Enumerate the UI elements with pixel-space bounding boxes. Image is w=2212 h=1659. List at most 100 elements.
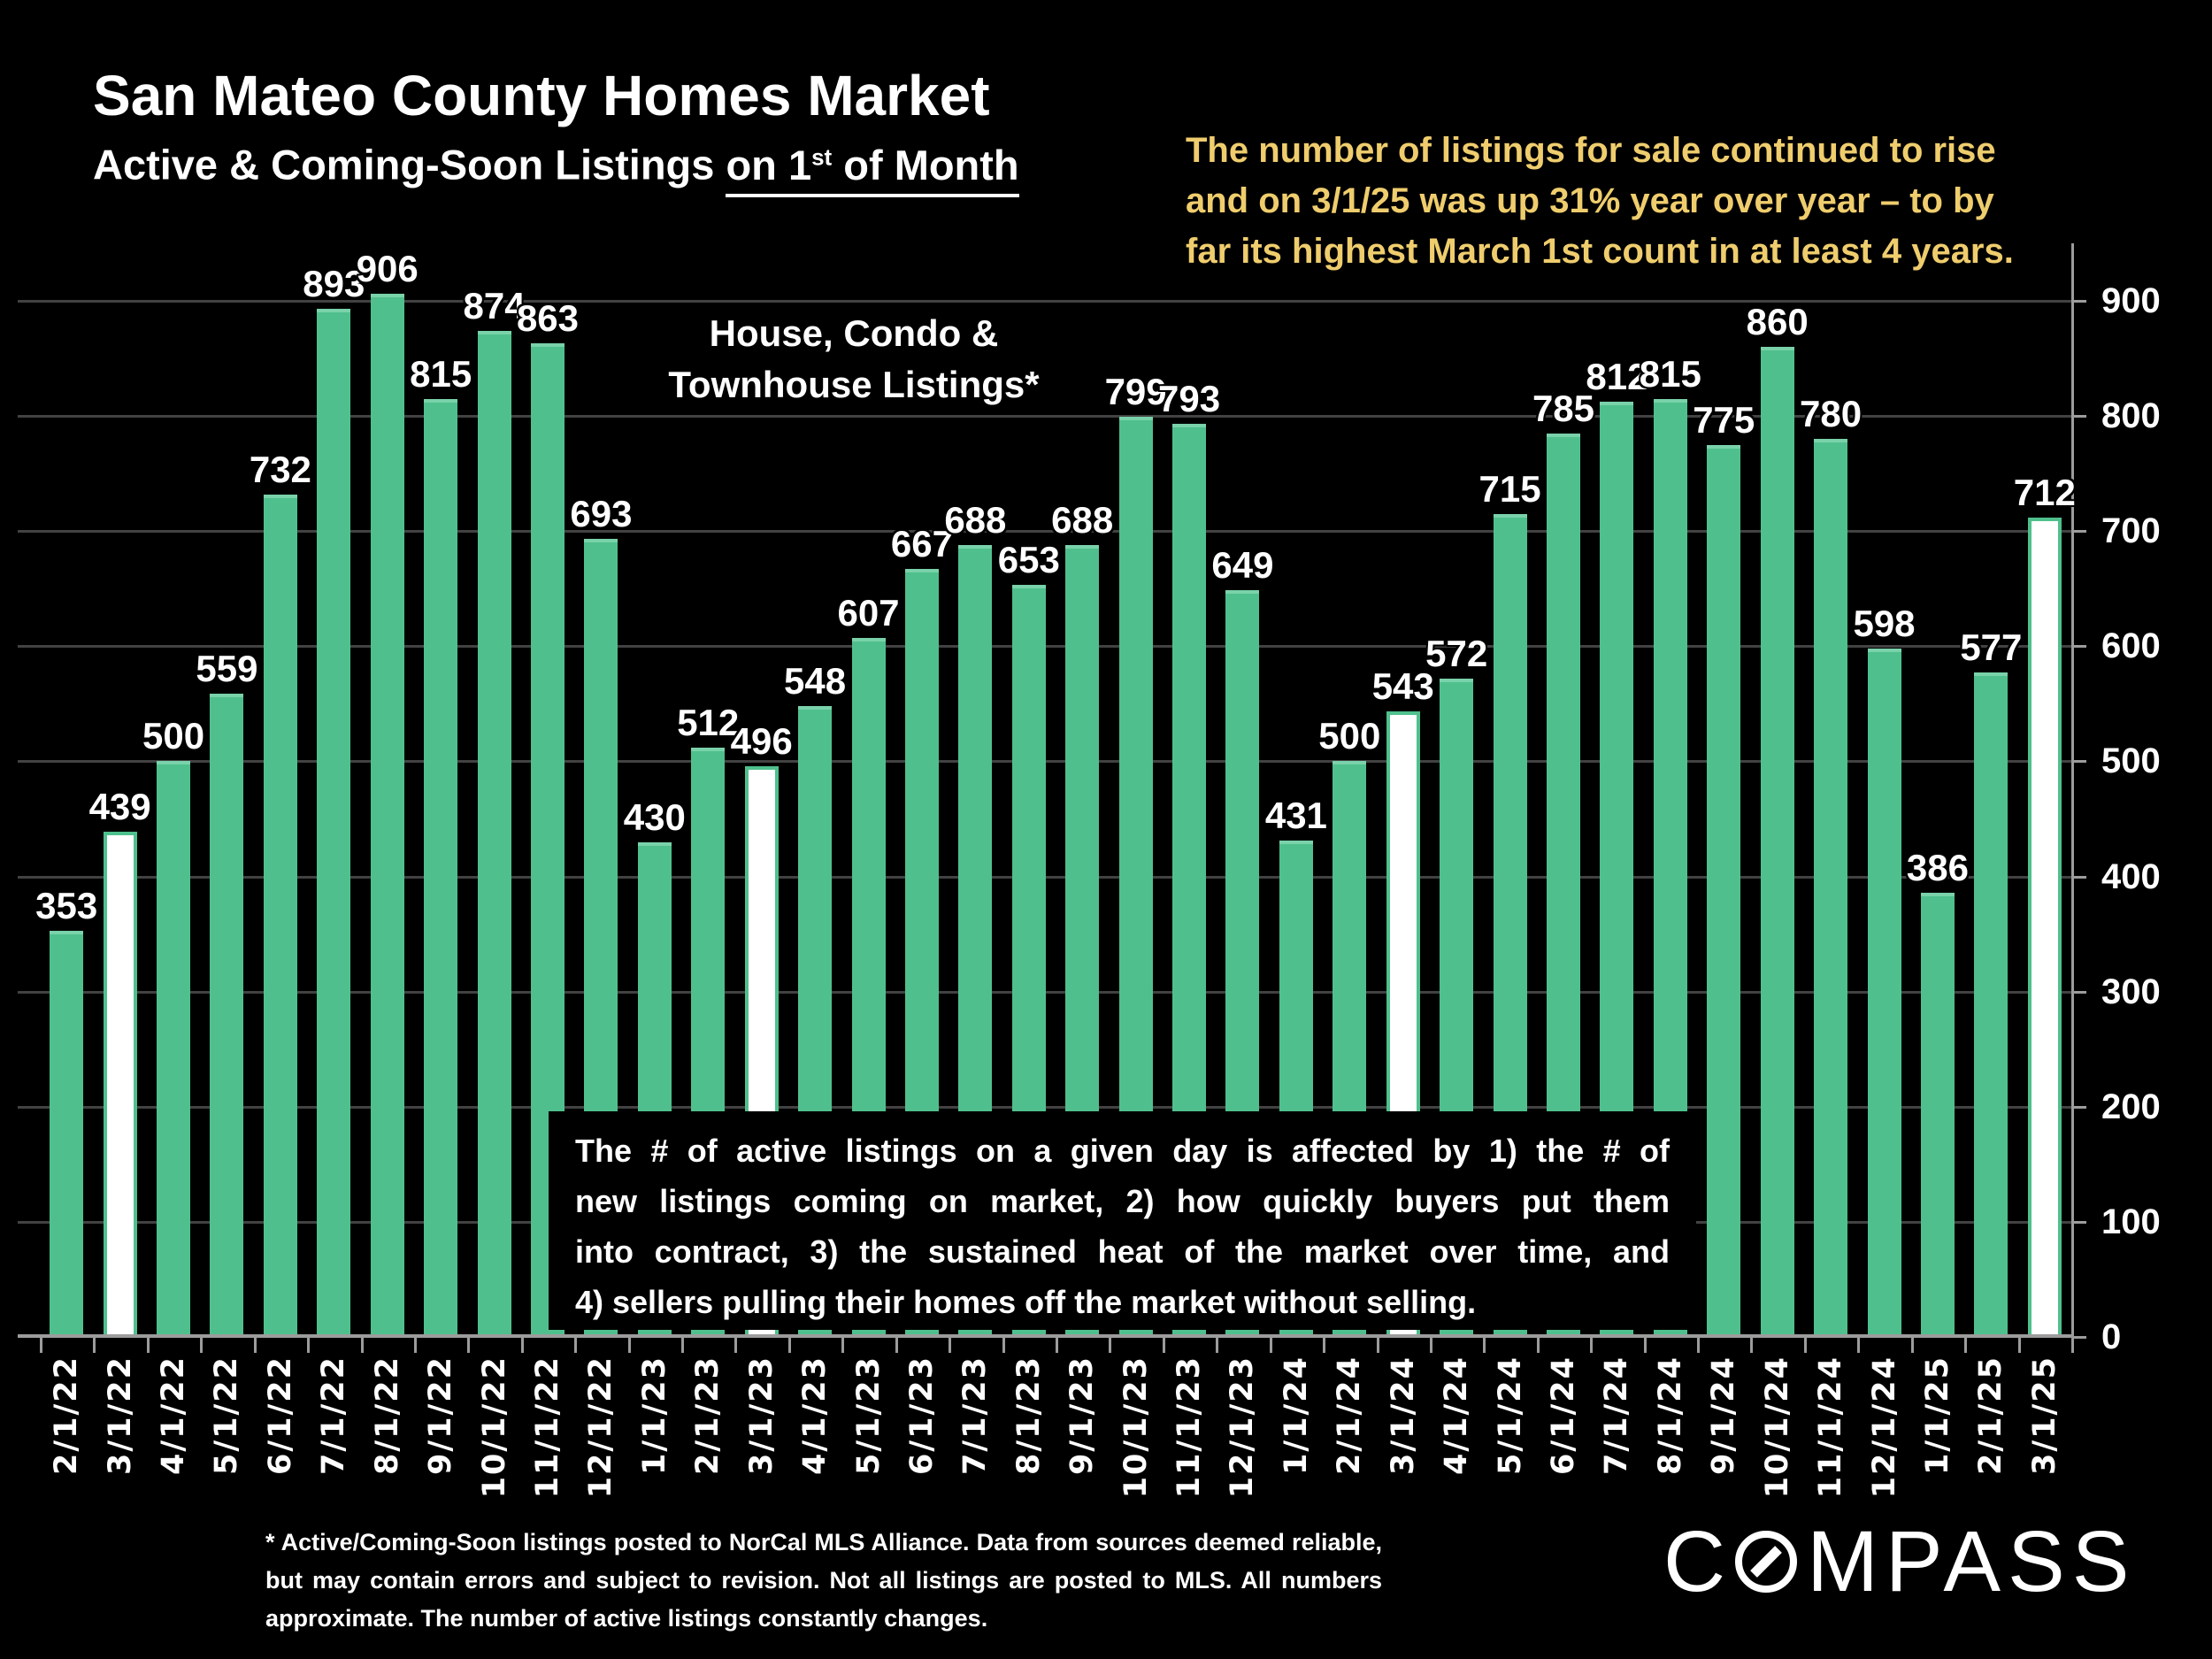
x-tick-mark [1964,1337,1968,1353]
x-tick-label-3/1/24: 3/1/24 [1385,1356,1421,1475]
x-tick-label-9/1/23: 9/1/23 [1064,1356,1101,1475]
x-tick-mark [1857,1337,1861,1353]
bar-value-1/1/25: 386 [1906,846,1969,888]
y-tick-mark [2071,1336,2086,1339]
x-tick-label-11/1/23: 11/1/23 [1171,1356,1208,1499]
bar-value-12/1/24: 598 [1853,602,1916,644]
x-tick-mark [574,1337,578,1353]
bar-3/1/25 [2027,517,2062,1337]
bar-value-10/1/24: 860 [1746,301,1809,343]
bar-value-7/1/23: 688 [944,498,1007,541]
highlight-annotation: The number of listings for sale continue… [1186,126,2070,277]
x-tick-mark [1376,1337,1379,1353]
y-tick-mark [2071,300,2086,303]
x-tick-label-6/1/23: 6/1/23 [903,1356,940,1475]
ordinal-superscript: st [811,143,833,170]
x-tick-label-1/1/24: 1/1/24 [1278,1356,1314,1475]
x-tick-mark [2071,1337,2074,1353]
bar-1/1/25 [1920,892,1955,1337]
x-tick-label-11/1/24: 11/1/24 [1813,1356,1849,1499]
bar-11/1/24 [1814,439,1848,1337]
page-subtitle: Active & Coming-Soon Listings on 1st of … [93,133,1019,197]
bar-value-9/1/22: 815 [410,352,472,395]
x-tick-label-3/1/25: 3/1/25 [2026,1356,2062,1475]
x-tick-mark [413,1337,417,1353]
y-tick-label-0: 0 [2101,1317,2122,1356]
y-tick-mark [2071,530,2086,534]
bar-value-5/1/22: 559 [196,647,258,689]
bar-value-11/1/23: 793 [1158,378,1221,420]
bar-value-3/1/24: 543 [1371,665,1434,708]
x-tick-label-4/1/24: 4/1/24 [1439,1356,1475,1475]
y-tick-mark [2071,760,2086,764]
bar-value-6/1/23: 667 [890,523,953,565]
x-tick-mark [895,1337,898,1353]
x-tick-mark [360,1337,364,1353]
compass-logo-text-c: C [1663,1513,1733,1609]
x-tick-mark [1483,1337,1486,1353]
bar-10/1/22 [477,330,511,1337]
footnote-line: * Active/Coming-Soon listings posted to … [265,1529,1382,1555]
x-tick-mark [307,1337,311,1353]
y-tick-mark [2071,645,2086,649]
y-tick-label-800: 800 [2101,396,2161,436]
bar-value-9/1/24: 775 [1693,398,1755,441]
bar-value-7/1/22: 893 [303,263,365,305]
x-tick-label-3/1/22: 3/1/22 [102,1356,138,1475]
x-tick-mark [1697,1337,1701,1353]
x-tick-label-12/1/24: 12/1/24 [1866,1356,1902,1499]
x-tick-mark [200,1337,204,1353]
bar-value-7/1/24: 812 [1586,356,1648,398]
bar-10/1/24 [1760,347,1794,1337]
x-tick-label-8/1/22: 8/1/22 [369,1356,405,1475]
gridline-900 [18,300,2071,303]
x-tick-mark [1269,1337,1272,1353]
x-tick-label-12/1/22: 12/1/22 [583,1356,619,1499]
explainer-text-box: The # of active listings on a given day … [549,1111,1696,1330]
y-tick-label-100: 100 [2101,1202,2161,1241]
x-tick-mark [681,1337,685,1353]
x-tick-mark [1910,1337,1914,1353]
explainer-line: The # of active listings on a given day … [575,1133,1670,1169]
bar-2/1/25 [1974,672,2008,1337]
x-tick-label-2/1/22: 2/1/22 [49,1356,85,1475]
gridline-800 [18,415,2071,419]
x-tick-label-8/1/24: 8/1/24 [1652,1356,1688,1475]
x-tick-label-11/1/22: 11/1/22 [530,1356,565,1499]
bar-value-2/1/23: 512 [677,701,740,743]
bar-value-6/1/22: 732 [249,448,311,490]
bar-value-1/1/24: 431 [1264,795,1327,837]
x-tick-mark [1109,1337,1112,1353]
x-tick-label-7/1/22: 7/1/22 [316,1356,352,1475]
bar-value-8/1/24: 815 [1639,352,1701,395]
x-tick-mark [1536,1337,1540,1353]
x-tick-mark [1803,1337,1807,1353]
x-tick-label-2/1/25: 2/1/25 [1973,1356,2009,1475]
bar-12/1/24 [1867,648,1901,1337]
x-tick-mark [1002,1337,1005,1353]
explainer-line: 4) sellers pulling their homes off the m… [575,1284,1477,1320]
x-tick-label-5/1/24: 5/1/24 [1492,1356,1528,1475]
x-tick-label-10/1/22: 10/1/22 [476,1356,512,1499]
bar-value-2/1/24: 500 [1318,715,1381,757]
bar-value-9/1/23: 688 [1051,498,1114,541]
x-tick-label-9/1/24: 9/1/24 [1706,1356,1742,1475]
y-tick-label-300: 300 [2101,972,2161,1011]
highlight-line: The number of listings for sale continue… [1186,131,1996,170]
y-tick-mark [2071,875,2086,879]
x-axis-line [18,1334,2074,1338]
x-tick-mark [1216,1337,1219,1353]
bar-3/1/22 [103,831,137,1337]
bar-value-4/1/24: 572 [1425,632,1488,674]
x-tick-mark [40,1337,42,1353]
series-label: House, Condo & Townhouse Listings* [668,312,1040,405]
compass-logo-text-mpass: MPASS [1807,1513,2137,1609]
bar-9/1/24 [1707,444,1741,1337]
bar-value-1/1/23: 430 [623,795,686,838]
bar-value-2/1/25: 577 [1960,626,2023,669]
x-tick-label-5/1/23: 5/1/23 [850,1356,887,1475]
x-tick-mark [1056,1337,1058,1353]
bar-value-5/1/23: 607 [837,592,900,634]
y-tick-mark [2071,1220,2086,1224]
